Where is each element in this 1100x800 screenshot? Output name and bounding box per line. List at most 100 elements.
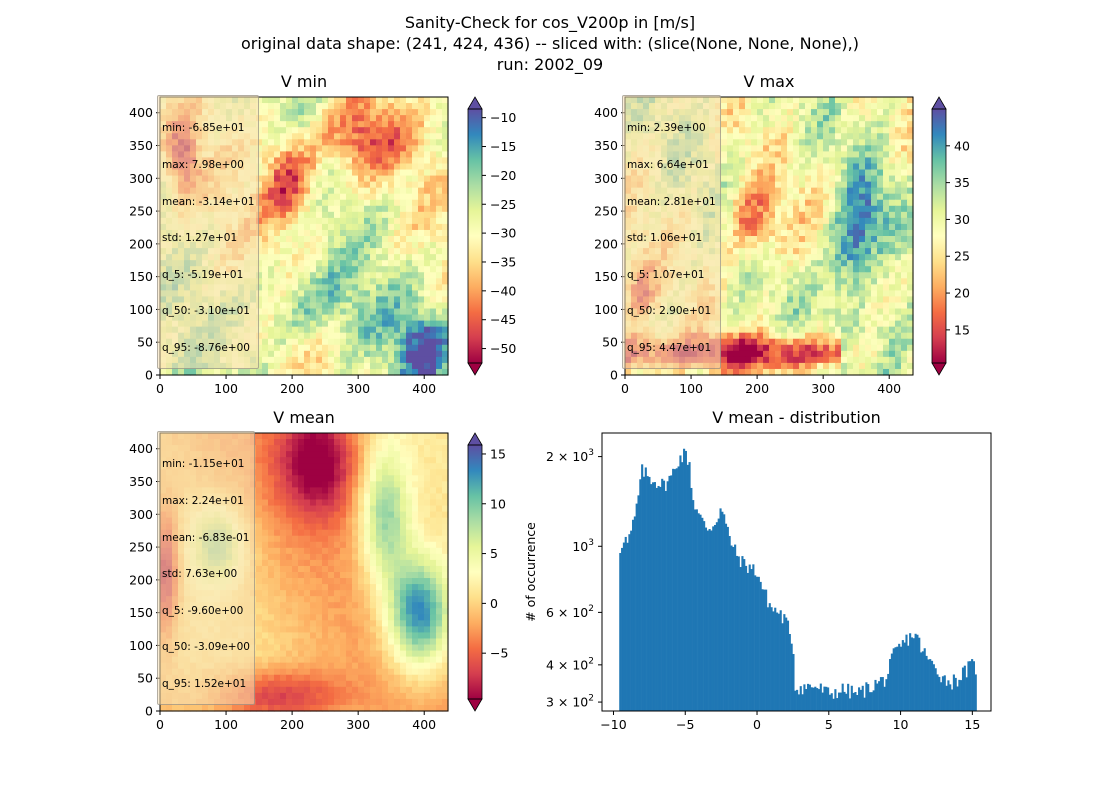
heatmap-cell (835, 260, 842, 267)
heatmap-cell (304, 332, 311, 340)
heatmap-cell (751, 326, 758, 334)
heatmap-cell (358, 320, 365, 328)
heatmap-cell (883, 344, 890, 352)
heatmap-cell (358, 127, 365, 134)
heatmap-cell (757, 284, 764, 291)
heatmap-cell (835, 133, 842, 140)
heatmap-cell (763, 248, 770, 255)
heatmap-cell (835, 320, 842, 328)
heatmap-cell (901, 314, 908, 322)
heatmap-cell (442, 356, 449, 364)
heatmap-cell (901, 242, 908, 249)
heatmap-cell (352, 133, 359, 140)
heatmap-cell (310, 139, 317, 146)
heatmap-cell (721, 278, 728, 285)
heatmap-cell (739, 356, 746, 364)
heatmap-cell (346, 139, 353, 146)
heatmap-cell (835, 236, 842, 243)
heatmap-cell (757, 338, 764, 346)
heatmap-cell (256, 433, 263, 440)
heatmap-cell (334, 199, 341, 207)
heatmap-cell (841, 121, 848, 128)
heatmap-cell (757, 211, 764, 219)
heatmap-cell (352, 223, 359, 231)
heatmap-cell (721, 248, 728, 255)
heatmap-cell (895, 260, 902, 267)
heatmap-cell (196, 368, 203, 376)
heatmap-cell (280, 266, 287, 273)
heatmap-cell (418, 314, 425, 322)
heatmap-cell (793, 314, 800, 322)
heatmap-cell (382, 356, 389, 364)
heatmap-cell (406, 457, 413, 464)
heatmap-cell (757, 356, 764, 364)
heatmap-cell (364, 350, 371, 358)
heatmap-cell (256, 266, 263, 273)
heatmap-cell (907, 302, 914, 310)
heatmap-cell (376, 296, 383, 304)
heatmap-cell (382, 475, 389, 482)
heatmap-cell (256, 302, 263, 310)
heatmap-cell (352, 368, 359, 376)
heatmap-cell (394, 193, 401, 201)
heatmap-cell (799, 266, 806, 273)
heatmap-cell (745, 260, 752, 267)
heatmap-cell (811, 109, 818, 116)
heatmap-cell (310, 457, 317, 464)
heatmap-cell (268, 211, 275, 219)
heatmap-cell (400, 350, 407, 358)
heatmap-cell (388, 296, 395, 304)
heatmap-cell (889, 211, 896, 219)
heatmap-cell (811, 145, 818, 152)
heatmap-cell (787, 223, 794, 231)
heatmap-cell (841, 326, 848, 334)
heatmap-cell (811, 320, 818, 328)
heatmap-cell (304, 445, 311, 452)
heatmap-cell (298, 433, 305, 440)
heatmap-cell (394, 296, 401, 304)
heatmap-cell (304, 205, 311, 213)
heatmap-cell (907, 344, 914, 352)
heatmap-cell (727, 290, 734, 298)
heatmap-cell (763, 326, 770, 334)
heatmap-cell (781, 284, 788, 291)
heatmap-cell (424, 169, 431, 177)
heatmap-cell (286, 254, 293, 261)
heatmap-cell (382, 439, 389, 446)
heatmap-cell (328, 356, 335, 364)
heatmap-cell (805, 145, 812, 152)
heatmap-cell (442, 139, 449, 146)
heatmap-cell (859, 109, 866, 116)
heatmap-cell (835, 157, 842, 165)
heatmap-cell (382, 121, 389, 128)
heatmap-cell (883, 332, 890, 340)
heatmap-cell (805, 199, 812, 207)
heatmap-cell (907, 127, 914, 134)
heatmap-cell (859, 145, 866, 152)
heatmap-cell (793, 109, 800, 116)
heatmap-cell (763, 356, 770, 364)
heatmap-cell (781, 211, 788, 219)
heatmap-cell (811, 314, 818, 322)
heatmap-cell (817, 248, 824, 255)
heatmap-cell (310, 326, 317, 334)
heatmap-cell (304, 254, 311, 261)
heatmap-cell (829, 284, 836, 291)
heatmap-cell (799, 254, 806, 261)
heatmap-cell (775, 109, 782, 116)
heatmap-cell (340, 169, 347, 177)
heatmap-cell (811, 187, 818, 195)
heatmap-cell (412, 199, 419, 207)
heatmap-cell (274, 308, 281, 316)
heatmap-cell (364, 103, 371, 110)
heatmap-cell (340, 151, 347, 159)
heatmap-cell (877, 320, 884, 328)
heatmap-cell (280, 139, 287, 146)
heatmap-cell (382, 344, 389, 352)
heatmap-cell (865, 103, 872, 110)
heatmap-cell (328, 350, 335, 358)
heatmap-cell (853, 332, 860, 340)
heatmap-cell (865, 133, 872, 140)
heatmap-cell (418, 236, 425, 243)
heatmap-cell (424, 332, 431, 340)
